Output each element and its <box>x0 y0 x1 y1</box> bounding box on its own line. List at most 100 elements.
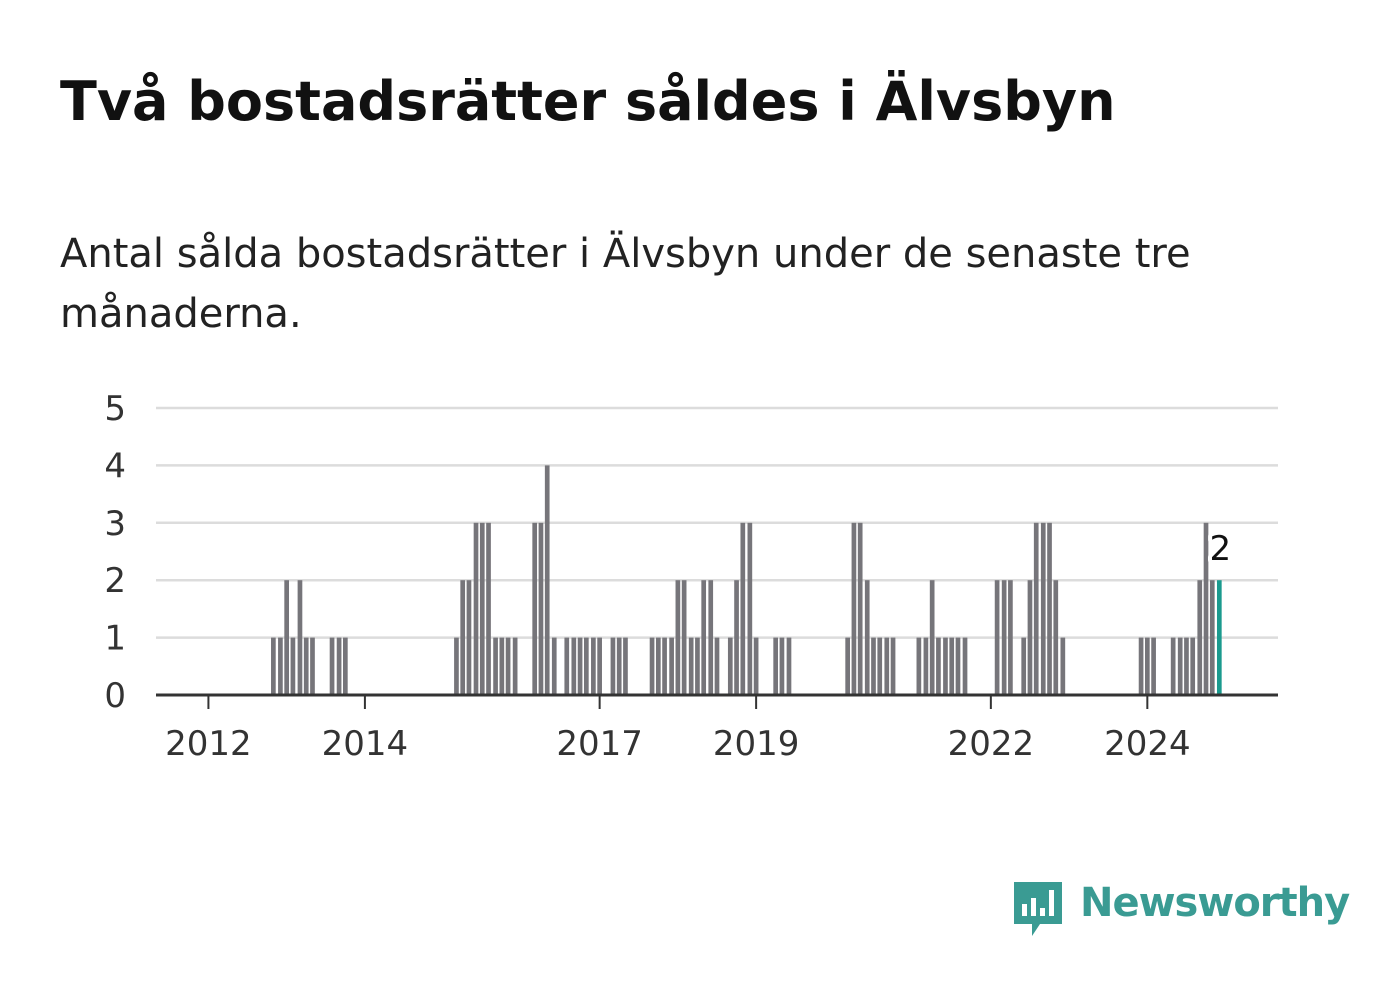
bar <box>486 522 491 695</box>
bar <box>538 522 544 695</box>
bar <box>551 637 557 695</box>
bar <box>473 522 479 695</box>
bar <box>623 637 628 695</box>
bar <box>753 637 759 695</box>
bar <box>857 522 863 695</box>
x-tick-label: 2014 <box>322 724 409 764</box>
bar <box>564 637 570 695</box>
bar <box>649 637 655 695</box>
bar <box>779 637 785 695</box>
bar <box>708 580 714 695</box>
bar <box>845 637 851 695</box>
newsworthy-logo: Newsworthy <box>1010 878 1350 942</box>
bar <box>1040 522 1046 695</box>
x-tick-label: 2017 <box>556 724 643 764</box>
bar <box>571 637 577 695</box>
bar <box>727 637 733 695</box>
grid-lines <box>156 406 1278 639</box>
bar <box>851 522 857 695</box>
bar <box>786 637 792 695</box>
bar <box>864 580 870 695</box>
brand-name: Newsworthy <box>1080 880 1350 926</box>
bar <box>936 637 941 695</box>
bar <box>343 637 348 695</box>
bar <box>284 580 290 695</box>
bar <box>695 637 700 695</box>
y-tick-label: 1 <box>104 619 126 659</box>
bar <box>734 580 739 695</box>
bar <box>962 637 968 695</box>
x-tick-label: 2012 <box>165 724 252 764</box>
bar <box>583 637 589 695</box>
bar <box>290 637 296 695</box>
bar <box>675 580 681 695</box>
bar <box>923 637 929 695</box>
bar <box>1203 522 1209 695</box>
bar <box>877 637 883 695</box>
bar <box>479 522 485 695</box>
bar <box>773 637 779 695</box>
bar <box>1197 580 1203 695</box>
bar <box>949 637 955 695</box>
newsworthy-chat-bars-icon <box>1014 882 1062 936</box>
bar <box>714 637 720 695</box>
bar <box>278 637 283 695</box>
annotations: 22 <box>1205 525 1235 573</box>
bar <box>740 522 746 695</box>
bar-series <box>271 465 1222 695</box>
bar <box>1144 637 1150 695</box>
bar <box>544 465 550 695</box>
bar <box>1138 637 1144 695</box>
bar <box>669 637 674 695</box>
bar <box>616 637 622 695</box>
bar <box>1151 637 1156 695</box>
bar <box>610 637 616 695</box>
bar <box>1008 580 1013 695</box>
bar <box>336 637 342 695</box>
bar <box>701 580 707 695</box>
bar <box>271 637 276 695</box>
bar <box>1033 522 1039 695</box>
bar <box>747 522 753 695</box>
value-label: 2 <box>1209 529 1231 569</box>
bar <box>493 637 498 695</box>
x-tick-label: 2019 <box>713 724 800 764</box>
x-tick-label: 2024 <box>1104 724 1191 764</box>
bar <box>1047 522 1052 695</box>
bar <box>577 637 583 695</box>
value-label-halo: 2 <box>1209 529 1231 569</box>
bar <box>1190 637 1196 695</box>
y-tick-label: 4 <box>104 446 126 486</box>
bar <box>955 637 961 695</box>
bar <box>1021 637 1027 695</box>
chart-subtitle: Antal sålda bostadsrätter i Älvsbyn unde… <box>60 231 1191 337</box>
bar <box>916 637 922 695</box>
bar <box>890 637 896 695</box>
bar <box>655 637 661 695</box>
bar <box>454 637 459 695</box>
y-tick-label: 3 <box>104 504 126 544</box>
bar <box>505 637 511 695</box>
bar <box>943 637 948 695</box>
bar <box>499 637 505 695</box>
bar <box>871 637 876 695</box>
bar <box>1027 580 1033 695</box>
bar <box>597 637 602 695</box>
bar <box>688 637 694 695</box>
bar <box>460 580 466 695</box>
bar <box>532 522 538 695</box>
bar-latest <box>1216 580 1222 695</box>
bar <box>929 580 935 695</box>
x-tick-label: 2022 <box>948 724 1035 764</box>
bar <box>591 637 596 695</box>
chart-title: Två bostadsrätter såldes i Älvsbyn <box>60 70 1116 133</box>
bar <box>466 580 472 695</box>
bar <box>303 637 309 695</box>
y-tick-label: 2 <box>104 561 126 601</box>
axes: 0 1 2 3 4 5 2012 2014 2017 2019 2022 2024 <box>104 389 1278 764</box>
bar <box>681 580 687 695</box>
bar <box>1209 580 1215 695</box>
y-tick-label: 5 <box>104 389 126 429</box>
bar <box>297 580 303 695</box>
